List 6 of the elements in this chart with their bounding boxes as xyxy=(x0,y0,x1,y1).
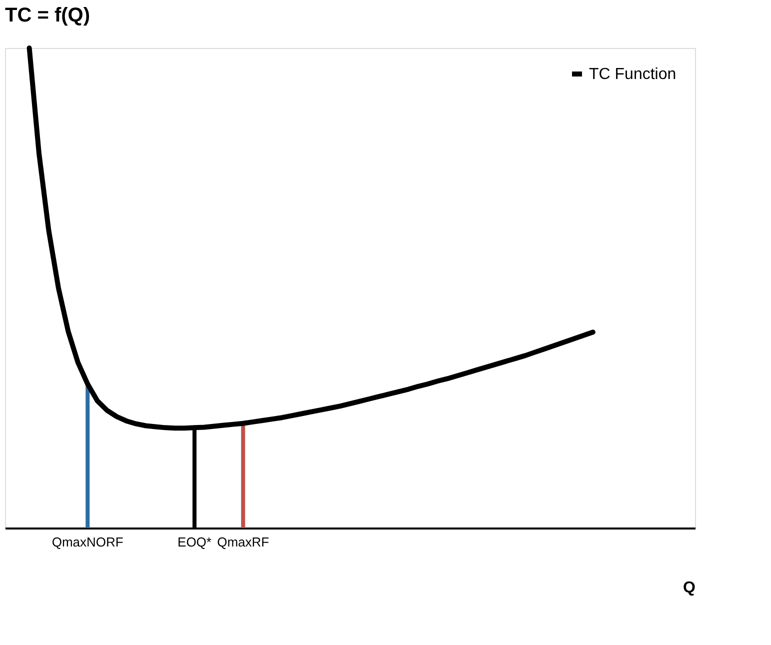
x-tick-label: QmaxNORF xyxy=(52,534,124,550)
x-axis-title: Q xyxy=(683,580,696,596)
legend-label: TC Function xyxy=(589,66,676,83)
x-tick-label: EOQ* xyxy=(178,534,212,550)
x-tick-label: QmaxRF xyxy=(217,534,270,550)
chart-title: TC = f(Q) xyxy=(5,4,90,26)
